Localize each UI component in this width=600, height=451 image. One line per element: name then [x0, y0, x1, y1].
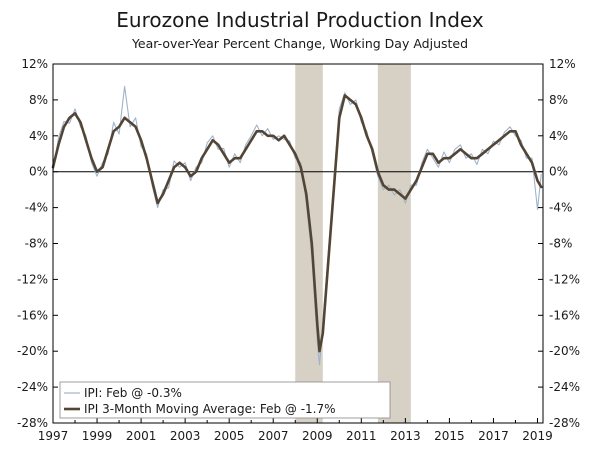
chart-subtitle: Year-over-Year Percent Change, Working D…	[131, 36, 468, 51]
x-tick-label: 2015	[434, 429, 465, 443]
recession-band-0	[295, 64, 323, 423]
y-tick-label-left: -4%	[25, 201, 48, 215]
y-tick-label-left: 12%	[21, 57, 48, 71]
chart-title: Eurozone Industrial Production Index	[116, 8, 484, 32]
legend-label-ipi: IPI: Feb @ -0.3%	[84, 386, 182, 400]
x-tick-label: 2017	[478, 429, 509, 443]
y-tick-label-right: -8%	[549, 237, 572, 251]
x-tick-label: 2007	[258, 429, 289, 443]
series-line-ipi	[52, 85, 542, 366]
y-tick-label-right: -20%	[549, 344, 580, 358]
y-tick-label-left: -12%	[17, 272, 48, 286]
y-tick-label-right: -16%	[549, 308, 580, 322]
y-tick-label-right: 4%	[549, 129, 568, 143]
y-tick-label-right: -12%	[549, 272, 580, 286]
x-tick-label: 2019	[522, 429, 553, 443]
x-tick-label: 1999	[82, 429, 113, 443]
y-tick-label-left: 4%	[29, 129, 48, 143]
legend-label-moving-average: IPI 3-Month Moving Average: Feb @ -1.7%	[84, 402, 336, 416]
legend-box	[59, 381, 391, 419]
x-tick-label: 1997	[38, 429, 69, 443]
y-tick-label-right: -24%	[549, 380, 580, 394]
x-tick-label: 2005	[214, 429, 245, 443]
x-tick-label: 2013	[390, 429, 421, 443]
y-tick-label-right: 8%	[549, 93, 568, 107]
y-tick-label-right: -4%	[549, 201, 572, 215]
y-tick-label-right: -28%	[549, 416, 580, 430]
y-tick-label-left: -24%	[17, 380, 48, 394]
y-tick-label-left: 0%	[29, 165, 48, 179]
recession-band-1	[377, 64, 411, 423]
y-tick-label-right: 0%	[549, 165, 568, 179]
series-lines	[51, 85, 543, 366]
y-tick-label-left: 8%	[29, 93, 48, 107]
legend: IPI: Feb @ -0.3% IPI 3-Month Moving Aver…	[59, 381, 391, 419]
axes: 12% 12% 8% 8% 4% 4% 0% 0% -4% -4% -8% -8% -12% -12% -1…	[17, 57, 580, 443]
x-tick-label: 2009	[302, 429, 333, 443]
recession-bands	[295, 64, 411, 423]
x-tick-label: 2001	[126, 429, 157, 443]
series-line-moving-average	[51, 94, 543, 353]
x-tick-label: 2003	[170, 429, 201, 443]
y-tick-label-right: 12%	[549, 57, 576, 71]
x-tick-label: 2011	[346, 429, 377, 443]
y-tick-label-left: -20%	[17, 344, 48, 358]
y-tick-label-left: -8%	[25, 237, 48, 251]
y-tick-label-left: -16%	[17, 308, 48, 322]
y-tick-label-left: -28%	[17, 416, 48, 430]
